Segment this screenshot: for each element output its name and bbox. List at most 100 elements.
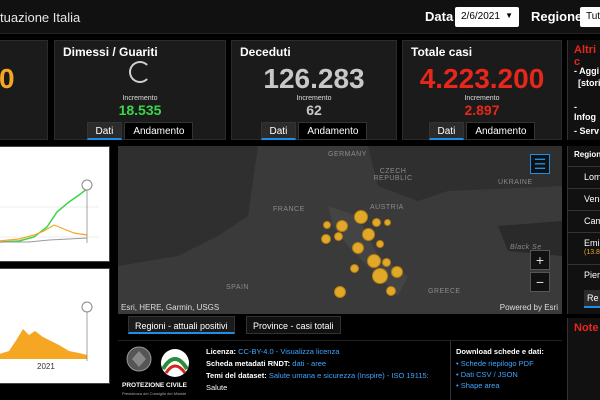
map-label-france: FRANCE: [273, 206, 305, 213]
tab-andamento[interactable]: Andamento: [298, 122, 368, 140]
card-attuali: 0: [0, 40, 48, 140]
region-dot[interactable]: [354, 210, 368, 224]
download-link-csv[interactable]: • Dati CSV / JSON: [456, 370, 518, 379]
regione-row[interactable]: Pier: [568, 264, 600, 284]
region-dot[interactable]: [352, 242, 364, 254]
region-dot[interactable]: [376, 240, 384, 248]
regione-label: Regione: [531, 9, 583, 24]
legend-list-icon[interactable]: ☰: [530, 154, 550, 174]
licenza-label: Licenza:: [206, 347, 237, 356]
deceduti-title: Deceduti: [240, 45, 291, 59]
card-deceduti: Deceduti 126.283 Incremento 62 Dati Andam…: [231, 40, 397, 140]
attuali-value: 0: [0, 63, 15, 94]
loading-spinner-icon: [129, 61, 151, 83]
totale-title: Totale casi: [411, 45, 473, 59]
region-dot[interactable]: [384, 219, 391, 226]
altri-item[interactable]: - Serv: [574, 126, 600, 136]
region-dot[interactable]: [334, 286, 346, 298]
card-dimessi: Dimessi / Guariti Incremento 18.535 Dati…: [54, 40, 226, 140]
region-dot[interactable]: [386, 286, 396, 296]
download-title: Download schede e dati:: [456, 347, 544, 356]
zoom-out-button[interactable]: −: [530, 272, 550, 292]
download-link-pdf[interactable]: • Schede riepilogo PDF: [456, 359, 534, 368]
region-dot[interactable]: [336, 220, 348, 232]
region-dot[interactable]: [362, 228, 375, 241]
deceduti-line: [0, 237, 88, 243]
dimessi-incremento: 18.535: [118, 102, 162, 118]
region-dot[interactable]: [323, 221, 331, 229]
download-link-shape[interactable]: • Shape area: [456, 381, 500, 390]
tab-province[interactable]: Province - casi totali: [246, 316, 341, 334]
map-label-greece: GREECE: [428, 288, 461, 295]
tab-dati[interactable]: Dati: [86, 122, 123, 140]
region-dot[interactable]: [334, 232, 343, 241]
note-panel: Note: [567, 318, 600, 400]
region-dot[interactable]: [367, 254, 381, 268]
regione-select[interactable]: Tutt: [580, 7, 600, 27]
region-dot[interactable]: [321, 234, 331, 244]
region-dot[interactable]: [382, 258, 391, 267]
regione-row[interactable]: Lom: [568, 166, 600, 186]
dimessi-incremento-label: Incremento: [122, 95, 158, 102]
footer-info: PROTEZIONE CIVILE Presidenza del Consigl…: [118, 340, 562, 400]
dimessi-title: Dimessi / Guariti: [63, 45, 158, 59]
regione-value: Tutt: [586, 11, 600, 22]
tab-dati[interactable]: Dati: [428, 122, 465, 140]
tab-andamento[interactable]: Andamento: [466, 122, 536, 140]
scheda-link[interactable]: dati - aree: [292, 359, 327, 368]
tab-regioni[interactable]: Regioni - attuali positivi: [128, 316, 235, 334]
altri-title: Altri c: [574, 44, 596, 68]
regione-row[interactable]: Cam: [568, 210, 600, 230]
scheda-label: Scheda metadati RNDT:: [206, 359, 291, 368]
deceduti-incremento: 62: [306, 102, 322, 118]
altri-item[interactable]: - Aggi: [574, 66, 600, 76]
chevron-down-icon: ▼: [505, 11, 513, 20]
licenza-row: Licenza: CC-BY-4.0 - Visualizza licenza: [206, 347, 339, 356]
trend-chart-bottom: 2021: [0, 268, 110, 384]
slider-handle-icon[interactable]: [81, 301, 93, 313]
region-dot[interactable]: [372, 218, 381, 227]
sea-shape: [498, 221, 562, 256]
protezione-civile-logo: [122, 345, 156, 381]
temi-link[interactable]: Salute umana e sicurezza (Inspire) - ISO…: [268, 371, 429, 380]
licenza-link[interactable]: CC-BY-4.0 - Visualizza licenza: [238, 347, 340, 356]
trend-chart-top-svg: [0, 179, 99, 243]
altri-item[interactable]: - Infog: [574, 102, 596, 122]
map-label-black-sea: Black Se: [510, 244, 542, 251]
map-powered-by[interactable]: Powered by Esri: [499, 303, 558, 312]
positivi-line: [0, 224, 88, 242]
region-dot[interactable]: [350, 264, 359, 273]
totale-tabs: Dati Andamento: [403, 121, 561, 141]
tab-dati[interactable]: Dati: [260, 122, 297, 140]
map-label-spain: SPAIN: [226, 284, 249, 291]
zoom-in-button[interactable]: +: [530, 250, 550, 270]
regione-row[interactable]: Vene: [568, 188, 600, 208]
tab-andamento[interactable]: Andamento: [124, 122, 194, 140]
slider-handle-icon[interactable]: [81, 179, 93, 191]
altri-item[interactable]: [stori: [578, 78, 600, 88]
deceduti-value: 126.283: [263, 63, 365, 94]
date-select[interactable]: 2/6/2021 ▼: [455, 7, 519, 27]
map-label-ukraine: UKRAINE: [498, 179, 533, 186]
logo-subtext: Presidenza del Consiglio dei Ministri: [122, 391, 187, 396]
altri-panel: Altri c - Aggi [stori - Infog - Serv: [567, 40, 600, 140]
temi-cont: Salute: [206, 383, 228, 392]
regioni-tab-button[interactable]: Re: [584, 290, 600, 308]
deceduti-tabs: Dati Andamento: [232, 121, 396, 141]
totale-incremento: 2.897: [464, 102, 500, 118]
deceduti-incremento-label: Incremento: [296, 95, 332, 102]
temi-label: Temi del dataset:: [206, 371, 267, 380]
axis-tick-2021: 2021: [37, 362, 55, 371]
note-title: Note: [574, 322, 599, 334]
totale-value: 4.223.200: [419, 63, 545, 94]
guariti-line: [0, 188, 88, 243]
map-view[interactable]: GERMANY CZECH REPUBLIC FRANCE AUSTRIA UK…: [118, 146, 562, 314]
region-dot[interactable]: [391, 266, 403, 278]
regione-row[interactable]: Emi (13.8: [568, 232, 600, 262]
app-title: tuazione Italia: [0, 10, 81, 25]
region-dot[interactable]: [372, 268, 388, 284]
map-label-czech: CZECH REPUBLIC: [373, 168, 413, 182]
trend-chart-top: [0, 146, 110, 262]
map-attribution: Esri, HERE, Garmin, USGS: [121, 303, 220, 312]
daily-cases-area: [0, 329, 87, 359]
